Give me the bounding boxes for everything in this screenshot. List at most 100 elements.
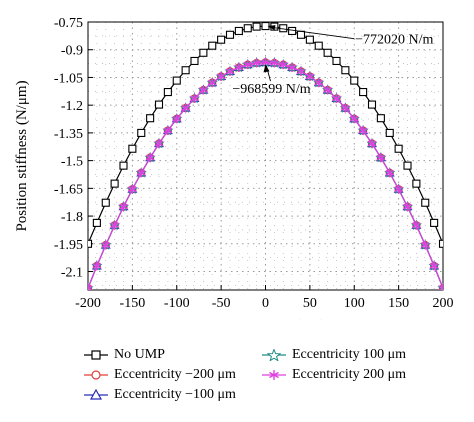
data-point — [208, 41, 217, 50]
annotation-arrowhead — [263, 64, 270, 73]
data-point — [110, 179, 119, 188]
data-point — [92, 261, 102, 271]
data-point — [429, 261, 439, 271]
legend-label-ecc-200: Eccentricity 200 μm — [292, 367, 407, 382]
data-point — [314, 78, 324, 88]
data-point — [181, 103, 190, 113]
y-axis-label: Position stiffness (N/μm) — [14, 80, 30, 231]
y-tick-label: -1.8 — [61, 210, 83, 225]
data-point — [252, 58, 261, 68]
data-point — [323, 85, 332, 95]
x-tick-label: 50 — [303, 296, 317, 311]
data-point — [296, 66, 306, 76]
data-point — [243, 60, 253, 70]
legend-marker-square-icon — [84, 350, 108, 360]
legend-marker-triangle-icon — [84, 389, 108, 400]
legend-item-no-ump: No UMP — [84, 346, 165, 364]
data-point — [128, 144, 137, 153]
data-point — [225, 30, 235, 39]
data-point — [349, 114, 359, 124]
stiffness-chart: -200 -150 -100 -50 0 50 100 150 200 -0.75 -0.9 -1.0… — [14, 16, 454, 320]
data-point — [305, 35, 314, 44]
data-point — [403, 161, 412, 170]
data-point — [146, 114, 155, 123]
legend-item-ecc-200: Eccentricity 200 μm — [262, 366, 406, 384]
data-point — [225, 66, 235, 76]
x-tick-label: 200 — [433, 296, 454, 311]
y-tick-label: -2.1 — [61, 266, 83, 281]
data-point — [278, 60, 288, 70]
data-point — [110, 220, 119, 230]
data-point — [145, 153, 155, 163]
data-point — [243, 24, 252, 33]
x-tick-label: -50 — [212, 296, 231, 311]
data-point — [154, 100, 164, 109]
data-point — [420, 240, 430, 250]
x-tick-label: 0 — [262, 296, 269, 311]
legend-item-ecc-neg100: Eccentricity −100 μm — [84, 386, 236, 404]
legend-marker-star-icon — [262, 349, 286, 361]
data-point — [341, 103, 350, 113]
data-point — [88, 239, 93, 248]
data-point — [367, 139, 377, 149]
data-point — [287, 62, 297, 72]
data-point — [341, 66, 350, 75]
data-point — [305, 71, 315, 81]
y-tick-label: -0.75 — [54, 16, 83, 31]
data-point — [332, 56, 341, 66]
data-point — [163, 87, 172, 97]
legend-label-ecc-100: Eccentricity 100 μm — [292, 347, 407, 362]
legend-label-ecc-neg200: Eccentricity −200 μm — [114, 367, 236, 382]
data-point — [154, 139, 164, 149]
data-point — [88, 283, 93, 290]
data-point — [412, 220, 421, 230]
data-point — [199, 48, 208, 57]
data-point — [92, 218, 101, 227]
series-4 — [88, 57, 443, 290]
y-tick-label: -0.9 — [61, 44, 83, 59]
data-point — [136, 168, 146, 178]
data-point — [216, 71, 226, 81]
y-tick-label: -1.05 — [54, 71, 83, 86]
data-point — [128, 184, 137, 194]
data-point — [438, 283, 443, 290]
data-point — [101, 240, 111, 250]
data-point — [137, 128, 146, 137]
data-point — [172, 114, 182, 124]
x-tick-label: -100 — [164, 296, 190, 311]
data-point — [358, 126, 368, 136]
data-point — [190, 93, 199, 103]
data-point — [207, 78, 217, 88]
data-point — [101, 198, 110, 207]
legend-item-ecc-100: Eccentricity 100 μm — [262, 346, 406, 364]
data-point — [119, 161, 128, 170]
data-point — [403, 202, 412, 212]
x-tick-label: 150 — [388, 296, 409, 311]
data-point — [376, 153, 386, 163]
annotation-label: −968599 N/m — [232, 82, 310, 97]
data-point — [181, 66, 190, 75]
data-point — [438, 239, 443, 248]
data-point — [314, 41, 323, 50]
annotation-arrowhead — [267, 25, 276, 31]
x-tick-label: -200 — [75, 296, 101, 311]
data-point — [296, 30, 306, 39]
data-point — [190, 56, 199, 66]
x-axis-label: Rotor position (μm) — [206, 318, 326, 320]
data-point — [421, 198, 430, 207]
data-point — [217, 35, 226, 44]
data-point — [350, 76, 359, 85]
data-point — [394, 184, 403, 194]
data-point — [119, 202, 128, 212]
annotation-arrow — [269, 26, 355, 40]
data-point — [252, 22, 261, 31]
y-tick-label: -1.5 — [61, 155, 83, 170]
data-point — [234, 62, 244, 72]
y-tick-label: -1.65 — [54, 182, 83, 197]
legend-label-ecc-neg100: Eccentricity −100 μm — [114, 387, 236, 402]
data-point — [199, 85, 208, 95]
x-tick-label: 100 — [344, 296, 365, 311]
y-tick-label: -1.35 — [54, 127, 83, 142]
data-point — [359, 87, 368, 97]
legend-marker-circle-icon — [84, 370, 108, 380]
